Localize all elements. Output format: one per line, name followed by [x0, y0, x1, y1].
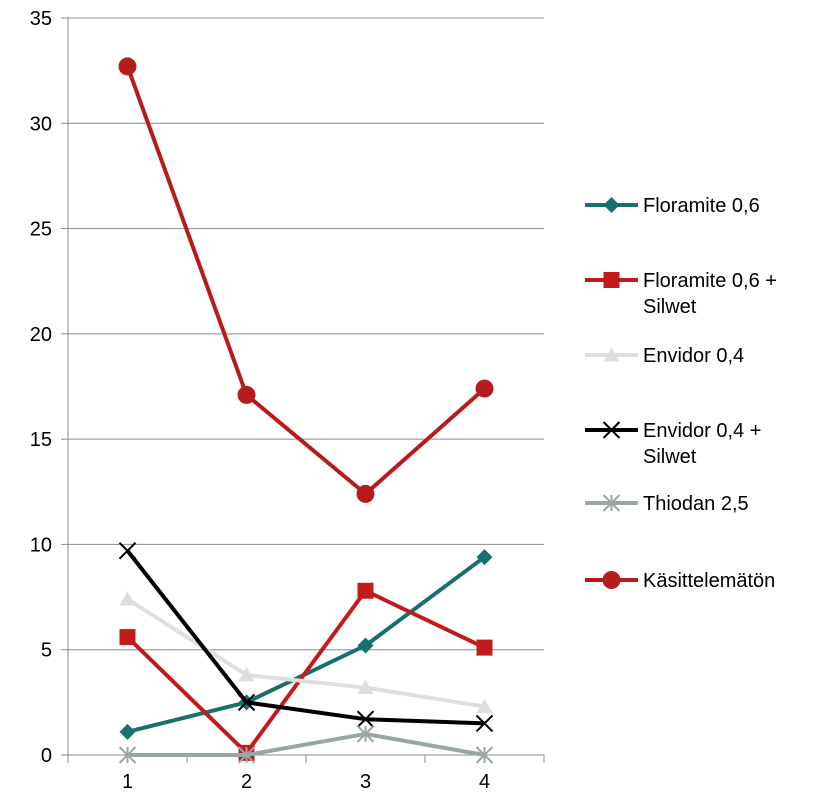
data-point [475, 379, 494, 398]
legend-marker [602, 494, 621, 512]
data-point [476, 639, 493, 656]
legend-item: Envidor 0,4 + Silwet [585, 420, 761, 468]
data-point [476, 698, 493, 713]
data-point [237, 746, 256, 764]
series-circle [118, 57, 494, 503]
x-tick-label: 3 [360, 771, 371, 793]
legend-marker [602, 421, 621, 439]
legend-marker [603, 197, 620, 213]
data-point [118, 542, 137, 560]
gridlines [68, 17, 544, 651]
legend-marker [603, 347, 620, 362]
legend-label: Envidor 0,4 [643, 345, 744, 367]
data-point [119, 629, 136, 646]
data-point [237, 385, 256, 404]
data-point [237, 693, 256, 712]
data-point [238, 666, 255, 682]
x-tick-label: 2 [241, 771, 252, 793]
series-triangle [119, 591, 493, 713]
legend-label: Käsittelemätön [643, 570, 775, 592]
legend-item: Floramite 0,6 + Silwet [585, 270, 777, 318]
data-point [356, 725, 375, 743]
y-tick-label: 15 [30, 429, 52, 451]
legend-label: Silwet [643, 446, 697, 468]
series-line [125, 549, 485, 726]
y-tick-label: 25 [30, 219, 52, 241]
marker-stroke [602, 421, 621, 439]
legend-item: Thiodan 2,5 [585, 493, 749, 515]
legend-marker [602, 571, 621, 589]
legend-label: Thiodan 2,5 [643, 493, 749, 515]
series-line [125, 65, 486, 496]
series-line [127, 731, 485, 757]
y-tick-label: 30 [30, 113, 52, 135]
data-point [475, 714, 494, 733]
legend-label: Floramite 0,6 + [643, 270, 777, 292]
series-line [126, 588, 486, 755]
legend-item: Envidor 0,4 [585, 345, 744, 367]
data-point [357, 679, 374, 695]
data-point [119, 723, 136, 740]
data-point [357, 582, 374, 599]
series-x [118, 542, 494, 733]
series-group [118, 57, 494, 764]
y-tick-label: 0 [41, 745, 52, 767]
data-point [356, 710, 375, 728]
marker-stroke [475, 714, 494, 733]
legend-label: Silwet [643, 296, 697, 318]
tick-labels: 0 5 10 15 20 25 30 35 1 2 3 4 [30, 8, 490, 793]
marker-stroke [118, 542, 137, 560]
y-tick-label: 35 [30, 8, 52, 30]
data-point [476, 549, 493, 566]
series-star [118, 725, 494, 764]
data-point [475, 746, 494, 764]
marker-stroke [356, 710, 375, 728]
series-line [127, 555, 486, 734]
y-tick-label: 20 [30, 324, 52, 346]
legend-marker [603, 272, 620, 288]
x-tick-label: 1 [122, 771, 133, 793]
data-point [356, 484, 375, 503]
legend-item: Floramite 0,6 [585, 195, 760, 217]
legend-label: Floramite 0,6 [643, 195, 760, 217]
series-line [126, 597, 485, 709]
data-point [118, 746, 137, 764]
legend-label: Envidor 0,4 + [643, 420, 761, 442]
y-tick-label: 5 [41, 640, 52, 662]
axes [61, 17, 545, 763]
y-tick-label: 10 [30, 534, 52, 556]
marker-stroke [237, 693, 256, 712]
data-point [118, 57, 137, 76]
legend-item: Käsittelemätön [585, 570, 775, 592]
x-tick-label: 4 [479, 771, 490, 793]
data-point [119, 591, 136, 606]
data-point [357, 637, 374, 654]
